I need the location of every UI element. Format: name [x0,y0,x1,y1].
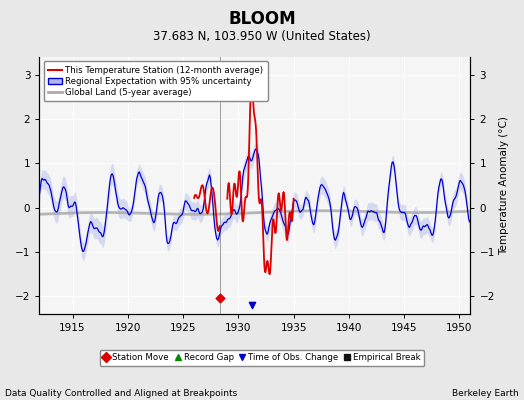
Legend: This Temperature Station (12-month average), Regional Expectation with 95% uncer: This Temperature Station (12-month avera… [43,61,268,101]
Y-axis label: Temperature Anomaly (°C): Temperature Anomaly (°C) [499,116,509,255]
Legend: Station Move, Record Gap, Time of Obs. Change, Empirical Break: Station Move, Record Gap, Time of Obs. C… [100,350,424,366]
Point [247,302,256,308]
Text: Berkeley Earth: Berkeley Earth [452,389,519,398]
Point [215,295,224,302]
Text: 37.683 N, 103.950 W (United States): 37.683 N, 103.950 W (United States) [153,30,371,43]
Text: BLOOM: BLOOM [228,10,296,28]
Text: Data Quality Controlled and Aligned at Breakpoints: Data Quality Controlled and Aligned at B… [5,389,237,398]
